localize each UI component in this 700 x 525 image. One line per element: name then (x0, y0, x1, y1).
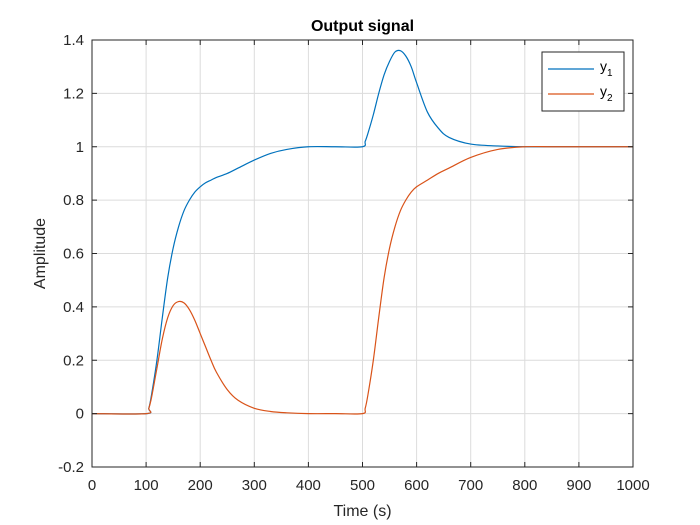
y-tick-label: 0.2 (63, 352, 84, 369)
y-tick-label: 1 (76, 139, 84, 156)
x-tick-label: 700 (458, 477, 483, 494)
x-tick-label: 0 (88, 477, 96, 494)
series-line-1 (91, 49, 633, 415)
x-tick-label: 400 (296, 477, 321, 494)
y-tick-label: 0.8 (63, 192, 84, 209)
x-tick-label: 900 (566, 477, 591, 494)
x-tick-label: 200 (188, 477, 213, 494)
y-tick-label: -0.2 (58, 459, 84, 476)
x-tick-label: 600 (404, 477, 429, 494)
x-tick-label: 1000 (616, 477, 649, 494)
y-tick-label: 1.4 (63, 32, 84, 49)
chart-title: Output signal (311, 18, 414, 35)
y-tick-label: 1.2 (63, 85, 84, 102)
y-tick-label: 0.6 (63, 246, 84, 263)
x-axis-label: Time (s) (333, 503, 391, 520)
y-axis-ticks: -0.2 0 0.2 0.4 0.6 0.8 1 1.2 1.4 (58, 32, 633, 476)
y-tick-label: 0.4 (63, 299, 84, 316)
x-tick-label: 500 (350, 477, 375, 494)
series-line-2 (91, 145, 633, 415)
x-tick-label: 100 (134, 477, 159, 494)
legend-box (541, 51, 625, 112)
x-tick-label: 300 (242, 477, 267, 494)
x-tick-label: 800 (512, 477, 537, 494)
series-lines (91, 49, 633, 415)
y-tick-label: 0 (76, 406, 84, 423)
y-axis-label: Amplitude (32, 218, 49, 289)
x-axis-ticks: 0 100 200 300 400 500 600 700 800 900 1000 (88, 40, 650, 494)
